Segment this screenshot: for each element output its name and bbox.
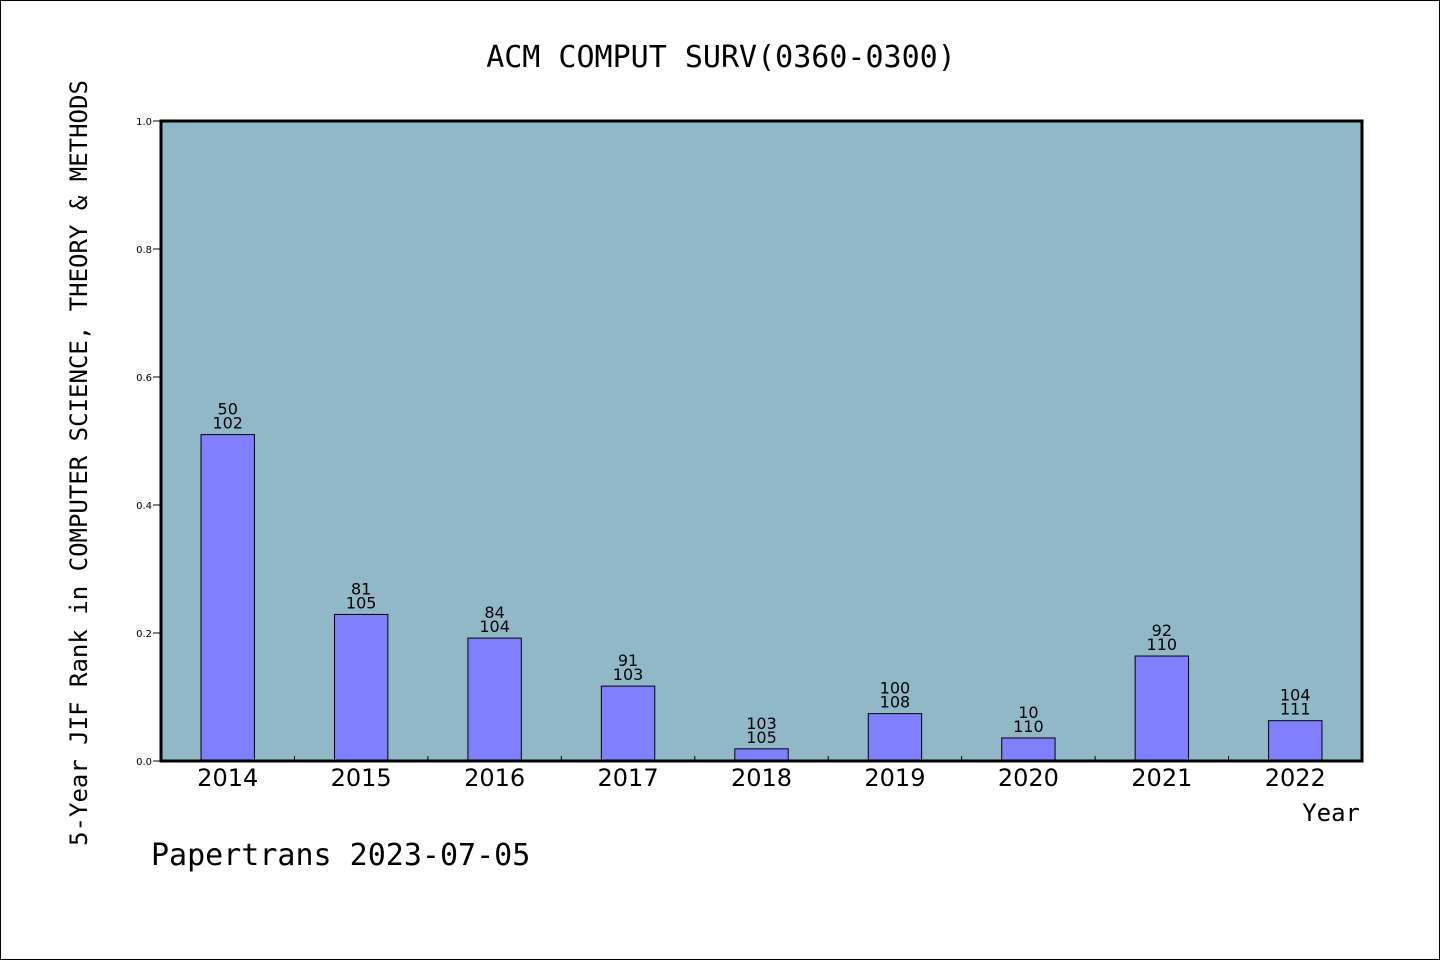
bar-2017 [600, 685, 656, 762]
bar-rank-label-2017: 91 [618, 651, 638, 670]
plot-border [159, 119, 1364, 763]
x-tick-label-2017: 2017 [598, 764, 659, 792]
x-tick-label-2015: 2015 [331, 764, 392, 792]
bar-rank-label-2022: 104 [1280, 686, 1311, 705]
x-tick-label-2018: 2018 [731, 764, 792, 792]
bar-rank-label-2015: 81 [351, 579, 371, 598]
bar-rank-label-2014: 50 [218, 400, 238, 419]
bar-rank-label-2020: 10 [1018, 703, 1038, 722]
y-tick-label-5: 1.0 [136, 117, 152, 128]
bar-rank-label-2018: 103 [746, 714, 777, 733]
x-tick-label-2019: 2019 [864, 764, 925, 792]
y-tick-label-3: 0.6 [136, 373, 152, 384]
bar-2022 [1268, 720, 1323, 762]
bar-2015 [333, 613, 389, 762]
x-axis-label: Year [1302, 799, 1360, 827]
chart-title: ACM COMPUT SURV(0360-0300) [486, 40, 956, 75]
x-tick-label-2022: 2022 [1265, 764, 1326, 792]
bar-2016 [467, 637, 522, 762]
bar-rank-label-2021: 92 [1152, 621, 1172, 640]
bar-total-label-2022: 111 [1280, 700, 1311, 719]
x-tick-label-2016: 2016 [464, 764, 525, 792]
bar-2021 [1134, 655, 1190, 762]
bar-total-label-2017: 103 [613, 665, 644, 684]
bar-2014 [200, 434, 255, 762]
bar-total-label-2018: 105 [746, 728, 777, 747]
bar-total-label-2020: 110 [1013, 717, 1044, 736]
bar-labels-group: 5010281105841049110310310510010810110921… [212, 400, 1310, 747]
y-axis-label: 5-Year JIF Rank in COMPUTER SCIENCE, THE… [65, 80, 93, 846]
y-tick-label-1: 0.2 [136, 629, 152, 640]
y-tick-label-0: 0.0 [136, 757, 152, 768]
bar-2019 [867, 713, 923, 762]
bar-total-label-2021: 110 [1147, 635, 1178, 654]
bar-total-label-2014: 102 [212, 414, 243, 433]
bar-total-label-2015: 105 [346, 593, 377, 612]
x-tick-label-2021: 2021 [1131, 764, 1192, 792]
bar-rank-label-2016: 84 [484, 603, 504, 622]
y-tick-label-2: 0.4 [136, 501, 152, 512]
bar-total-label-2019: 108 [880, 693, 911, 712]
footer-credit: Papertrans 2023-07-05 [151, 838, 530, 873]
bar-2020 [1001, 737, 1056, 762]
bars-group [200, 434, 1323, 762]
bar-rank-label-2019: 100 [880, 679, 911, 698]
x-axis: 2014 2015 2016 2017 2018 2019 2020 2021 2022 [197, 756, 1326, 792]
x-tick-label-2020: 2020 [998, 764, 1059, 792]
bar-2018 [734, 748, 789, 762]
y-tick-label-4: 0.8 [136, 245, 152, 256]
y-axis: 0.0 0.2 0.4 0.6 0.8 1.0 [136, 117, 161, 768]
bar-total-label-2016: 104 [479, 617, 510, 636]
x-tick-label-2014: 2014 [197, 764, 258, 792]
